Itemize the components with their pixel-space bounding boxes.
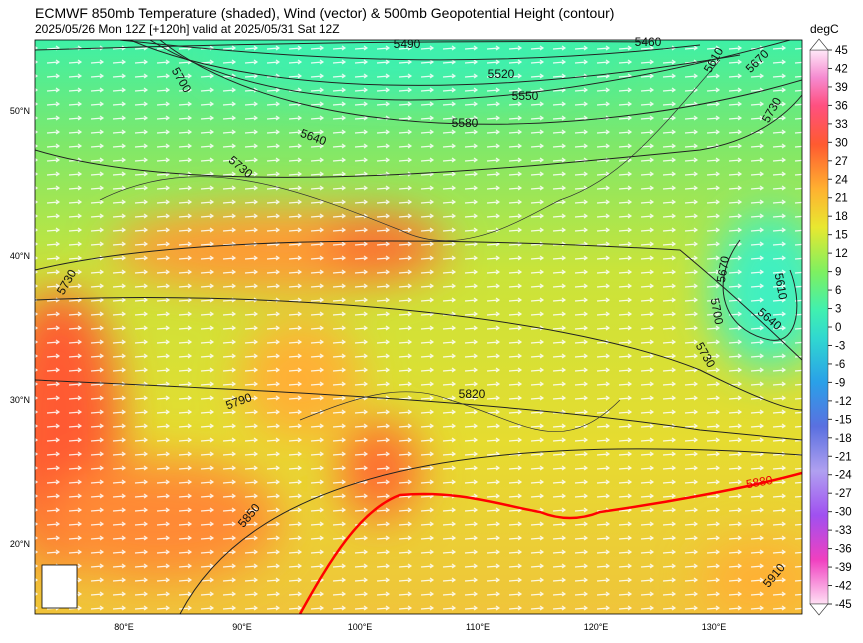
colorbar-tick-label: -24 [835,470,852,482]
colorbar-tick-label: -36 [835,544,852,556]
colorbar-tick-label: 45 [835,45,848,57]
colorbar-tick-label: -12 [835,396,852,408]
colorbar-tick-label: 6 [835,285,841,297]
colorbar-bottom-arrow [809,603,829,616]
latitude-label: 20°N [10,539,30,549]
contour-label: 5670 [714,255,732,284]
contour-label: 5580 [452,116,479,130]
colorbar-tick-label: -27 [835,488,852,500]
contour-label: 5880 [745,473,774,491]
colorbar-tick-label: -45 [835,599,852,611]
colorbar [809,49,829,605]
colorbar-tick-label: 33 [835,119,848,131]
colorbar-tick-label: -33 [835,525,852,537]
colorbar-tick-label: 15 [835,230,848,242]
colorbar-unit: degC [810,22,839,36]
longitude-label: 100°E [348,622,373,632]
contour-label: 5520 [488,67,515,81]
contour-label: 5820 [459,387,486,401]
colorbar-tick-label: 0 [835,322,841,334]
colorbar-top-arrow [809,38,829,51]
colorbar-tick-label: 24 [835,174,848,186]
colorbar-tick-label: -42 [835,581,852,593]
longitude-label: 110°E [466,622,490,632]
contour-label: 5550 [512,89,539,103]
longitude-label: 120°E [584,622,609,632]
colorbar-tick-label: -9 [835,377,845,389]
colorbar-tick-label: -3 [835,340,845,352]
colorbar-tick-label: -21 [835,451,852,463]
colorbar-tick-label: -15 [835,414,852,426]
longitude-label: 130°E [702,622,727,632]
colorbar-tick-label: 3 [835,304,841,316]
colorbar-tick-label: 9 [835,267,841,279]
colorbar-tick-label: 39 [835,82,848,94]
latitude-label: 40°N [10,251,30,261]
longitude-label: 80°E [114,622,134,632]
contour-label: 5490 [394,37,421,51]
colorbar-tick-label: -18 [835,433,852,445]
colorbar-tick-label: -6 [835,359,845,371]
subtitle: 2025/05/26 Mon 12Z [+120h] valid at 2025… [35,22,340,36]
latitude-label: 50°N [10,106,30,116]
colorbar-tick-label: -30 [835,507,852,519]
contour-label: 5610 [772,272,790,301]
colorbar-tick-label: 27 [835,156,848,168]
colorbar-tick-label: 42 [835,63,848,75]
map-area [35,40,802,614]
colorbar-tick-label: -39 [835,562,852,574]
colorbar-tick-label: 18 [835,211,848,223]
colorbar-tick-label: 12 [835,248,848,260]
longitude-label: 90°E [232,622,252,632]
colorbar-tick-label: 21 [835,193,848,205]
colorbar-tick-label: 30 [835,137,848,149]
contour-label: 5460 [635,35,662,49]
contour-label: 5700 [708,297,726,326]
latitude-label: 30°N [10,395,30,405]
colorbar-tick-label: 36 [835,100,848,112]
title: ECMWF 850mb Temperature (shaded), Wind (… [35,5,614,21]
